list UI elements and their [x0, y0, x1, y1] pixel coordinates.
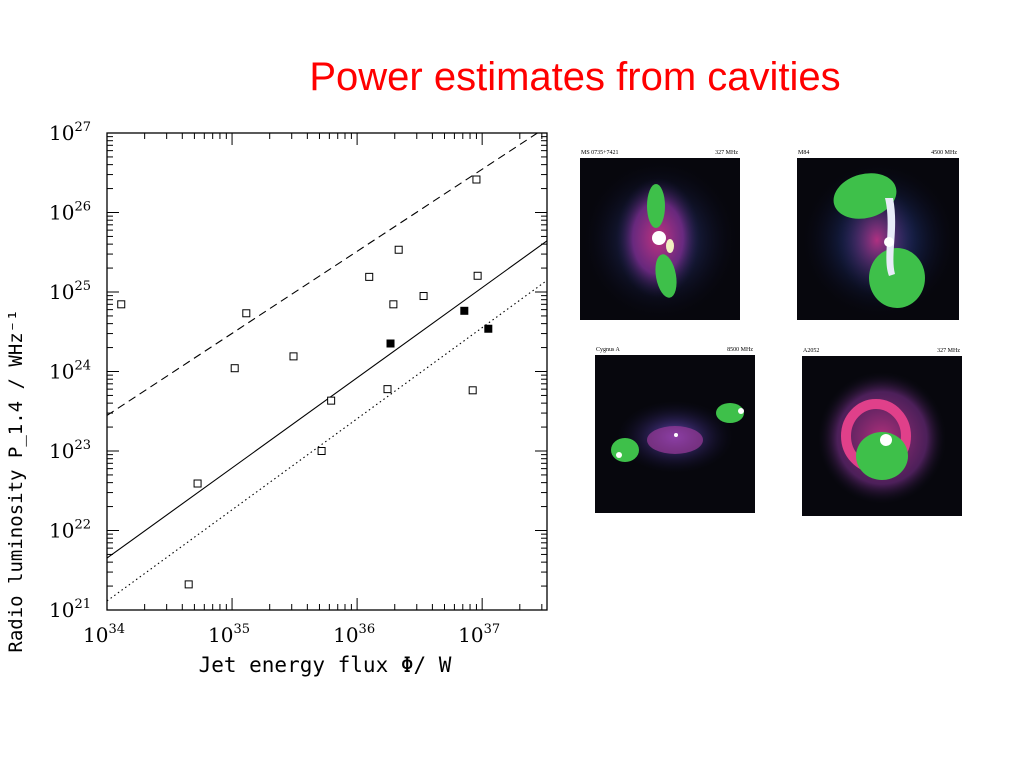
x-tick-label: 1034 [83, 622, 125, 647]
y-tick-label: 1022 [49, 518, 91, 543]
data-point-open [389, 300, 398, 309]
y-tick-label: 1027 [49, 120, 91, 145]
data-point-open [365, 272, 374, 281]
data-point-filled [386, 339, 395, 348]
data-point-filled [484, 324, 493, 333]
x-tick-label: 1036 [333, 622, 375, 647]
fit-line-solid [107, 240, 547, 559]
data-point-open [184, 580, 193, 589]
image-source-label: M84 [798, 150, 810, 156]
image-source-label: MS 0735+7421 [581, 150, 619, 156]
data-point-open [289, 352, 298, 361]
data-point-open [230, 364, 239, 373]
data-point-open [383, 385, 392, 394]
luminosity-chart: 1034 1035 1036 1037 1021 1022 1023 1024 1025 1026… [5, 120, 548, 677]
data-point-open [327, 396, 336, 405]
radio-image-a2052: A2052 327 MHz [802, 346, 962, 516]
x-axis-label: Jet energy flux Φ/ W [199, 653, 452, 677]
image-frequency-label: 327 MHz [937, 348, 960, 354]
radio-image-ms0735: MS 0735+7421 327 MHz [580, 148, 740, 320]
x-tick-label: 1037 [458, 622, 500, 647]
data-point-filled [460, 306, 469, 315]
y-tick-label: 1024 [49, 359, 91, 384]
data-point-open [117, 300, 126, 309]
data-point-open [419, 292, 428, 301]
slide-title: Power estimates from cavities [309, 55, 841, 99]
image-frequency-label: 4500 MHz [931, 150, 957, 156]
image-source-label: A2052 [803, 348, 820, 354]
data-point-open [193, 479, 202, 488]
data-point-open [472, 175, 481, 184]
data-point-open [473, 271, 482, 280]
data-point-open [317, 447, 326, 455]
y-tick-label: 1026 [49, 200, 91, 225]
x-tick-label: 1035 [208, 622, 250, 647]
y-tick-label: 1023 [49, 438, 91, 463]
y-axis-label: Radio luminosity P_1.4 / WHz⁻¹ [5, 309, 27, 652]
data-point-open [468, 386, 477, 395]
image-frequency-label: 8500 MHz [727, 347, 753, 353]
radio-image-m84: M84 4500 MHz [797, 148, 959, 320]
fit-line-dashed [107, 133, 539, 416]
data-point-open [394, 245, 403, 254]
y-tick-label: 1021 [49, 597, 91, 622]
data-point-open [242, 309, 251, 318]
image-frequency-label: 327 MHz [715, 150, 738, 156]
y-tick-label: 1025 [49, 279, 91, 304]
fit-line-dotted [107, 279, 547, 602]
image-source-label: Cygnus A [596, 347, 620, 353]
radio-image-cygnus-a: Cygnus A 8500 MHz [595, 345, 755, 513]
